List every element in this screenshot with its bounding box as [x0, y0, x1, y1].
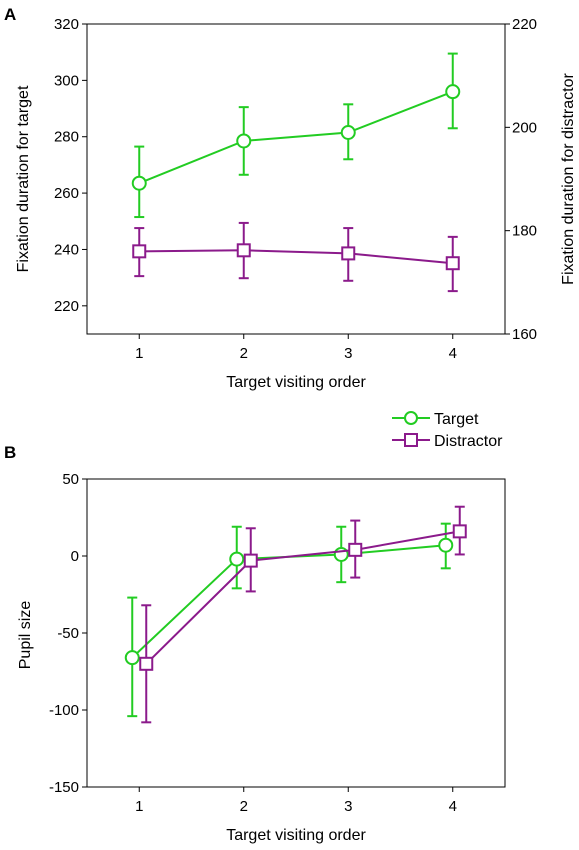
y-tick-label-right: 200 — [512, 119, 537, 136]
data-point-distractor — [243, 553, 258, 568]
y-tick-label-left: 300 — [54, 72, 79, 89]
panel-a-ylabel-right: Fixation duration for distractor — [560, 73, 577, 285]
data-point-target — [438, 537, 454, 553]
data-point-distractor — [348, 542, 363, 557]
y-tick-label-left: 220 — [54, 298, 79, 315]
legend-target-marker — [404, 411, 418, 425]
legend-distractor-label: Distractor — [434, 433, 503, 450]
y-tick-label-left: 260 — [54, 185, 79, 202]
x-tick-label: 1 — [135, 345, 143, 362]
y-tick-label-left: 0 — [71, 548, 79, 565]
data-point-distractor — [236, 243, 251, 258]
y-tick-label-left: -150 — [49, 779, 79, 796]
y-tick-label-left: 280 — [54, 129, 79, 146]
y-tick-label-right: 220 — [512, 16, 537, 33]
series-line-target — [138, 90, 454, 185]
x-tick-label: 4 — [449, 345, 457, 362]
panel-b-ylabel: Pupil size — [17, 601, 34, 670]
panel-b-plot: 1 2 3 4 -150 -100 -50 0 50 — [49, 471, 506, 815]
data-point-target — [229, 551, 245, 567]
data-point-target — [131, 175, 147, 191]
legend: Target Distractor — [392, 411, 503, 450]
series-line-distractor — [145, 530, 460, 665]
y-tick-label-right: 160 — [512, 326, 537, 343]
data-point-distractor — [341, 246, 356, 261]
data-point-target — [124, 650, 140, 666]
y-tick-label-left: -100 — [49, 702, 79, 719]
data-point-target — [236, 133, 252, 149]
y-tick-label-left: 240 — [54, 241, 79, 258]
data-point-target — [445, 84, 461, 100]
data-point-distractor — [452, 524, 467, 539]
x-tick-label: 1 — [135, 798, 143, 815]
panel-b-xlabel: Target visiting order — [226, 827, 366, 844]
panel-a-label: A — [4, 5, 16, 24]
legend-target-label: Target — [434, 411, 479, 428]
x-tick-label: 3 — [344, 798, 352, 815]
panel-b-label: B — [4, 443, 16, 462]
y-tick-label-left: 50 — [62, 471, 79, 488]
x-tick-label: 2 — [240, 798, 248, 815]
legend-distractor-marker — [404, 433, 418, 447]
data-point-distractor — [132, 244, 147, 259]
x-tick-label: 2 — [240, 345, 248, 362]
data-point-target — [340, 125, 356, 140]
panel-a-plot: 1 2 3 4 220 240 260 280 300 320 160 180 200 220 — [54, 16, 537, 362]
y-tick-label-left: -50 — [57, 625, 79, 642]
data-point-distractor — [445, 256, 460, 271]
x-tick-label: 4 — [449, 798, 457, 815]
plot-frame — [86, 478, 506, 788]
y-tick-label-right: 180 — [512, 223, 537, 240]
panel-a-ylabel-left: Fixation duration for target — [15, 85, 32, 272]
plot-frame — [86, 23, 506, 335]
y-tick-label-left: 320 — [54, 16, 79, 33]
x-tick-label: 3 — [344, 345, 352, 362]
panel-a-xlabel: Target visiting order — [226, 374, 366, 391]
series-line-distractor — [139, 249, 453, 265]
data-point-distractor — [139, 656, 154, 671]
series-line-target — [131, 544, 446, 659]
